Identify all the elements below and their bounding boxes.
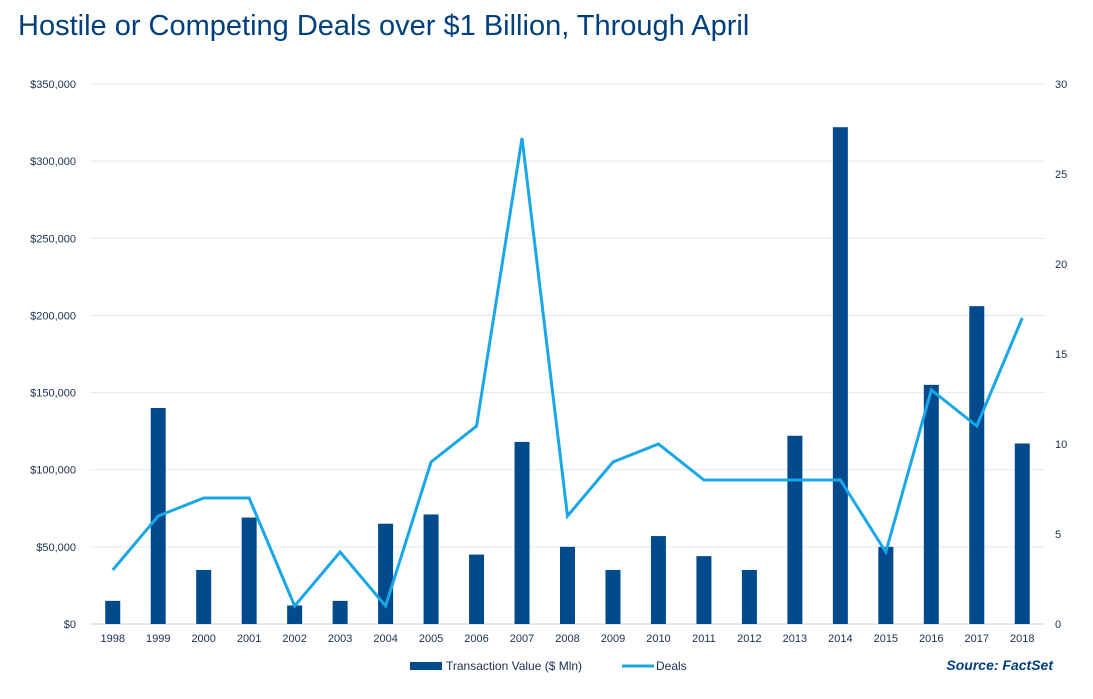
y2-tick-label: 10 xyxy=(1055,439,1067,451)
y2-tick-label: 20 xyxy=(1055,259,1067,271)
y2-tick-label: 30 xyxy=(1055,79,1067,91)
bar xyxy=(378,523,394,624)
bar xyxy=(241,517,257,624)
legend-label-bar: Transaction Value ($ Mln) xyxy=(446,659,582,673)
deals-line xyxy=(111,137,1024,610)
legend-swatch-bar xyxy=(410,662,442,670)
bar xyxy=(650,536,666,624)
y-tick-label: $250,000 xyxy=(30,233,76,245)
bar xyxy=(514,441,530,624)
y2-tick-label: 25 xyxy=(1055,169,1067,181)
x-tick-label: 2000 xyxy=(191,633,215,645)
bar xyxy=(741,570,757,624)
y-tick-label: $350,000 xyxy=(30,79,76,91)
x-tick-label: 2003 xyxy=(328,633,352,645)
bar xyxy=(605,570,621,624)
x-tick-label: 2013 xyxy=(783,633,807,645)
right-axis: 0 5 10 15 20 25 30 xyxy=(1055,79,1067,631)
x-tick-label: 2008 xyxy=(555,633,579,645)
bar xyxy=(332,600,348,624)
y-tick-label: $300,000 xyxy=(30,156,76,168)
x-tick-label: 1998 xyxy=(100,633,124,645)
bar xyxy=(423,514,439,624)
y-tick-label: $100,000 xyxy=(30,465,76,477)
y-tick-label: $0 xyxy=(64,619,76,631)
bar xyxy=(105,600,121,624)
x-tick-label: 2002 xyxy=(282,633,306,645)
bar xyxy=(787,435,803,624)
x-tick-label: 2017 xyxy=(965,633,989,645)
x-tick-label: 2018 xyxy=(1010,633,1034,645)
x-tick-label: 2012 xyxy=(737,633,761,645)
x-tick-label: 2001 xyxy=(237,633,261,645)
x-tick-label: 2015 xyxy=(874,633,898,645)
x-tick-label: 2016 xyxy=(919,633,943,645)
left-axis: $0 $50,000 $100,000 $150,000 $200,000 $250,00… xyxy=(30,79,76,631)
bar xyxy=(696,556,712,624)
bar xyxy=(832,127,848,624)
bar xyxy=(560,546,575,624)
x-tick-label: 2006 xyxy=(464,633,488,645)
y-tick-label: $150,000 xyxy=(30,388,76,400)
x-tick-label: 2004 xyxy=(373,633,397,645)
bar xyxy=(923,384,939,624)
y2-tick-label: 0 xyxy=(1055,619,1061,631)
bar xyxy=(287,605,303,624)
bar xyxy=(878,546,894,624)
chart-title: Hostile or Competing Deals over $1 Billi… xyxy=(18,10,750,42)
gridlines xyxy=(90,83,1045,625)
bar xyxy=(469,554,485,624)
x-tick-label: 2009 xyxy=(601,633,625,645)
bar xyxy=(196,570,212,624)
y2-tick-label: 5 xyxy=(1055,529,1061,541)
x-tick-label: 2011 xyxy=(692,633,716,645)
bar xyxy=(969,306,985,624)
x-axis: 1998 1999 2000 2001 2002 2003 2004 2005 2006 2007… xyxy=(100,633,1034,645)
y2-tick-label: 15 xyxy=(1055,349,1067,361)
legend-label-line: Deals xyxy=(656,659,687,673)
x-tick-label: 2005 xyxy=(419,633,443,645)
source-note: Source: FactSet xyxy=(946,657,1053,673)
y-tick-label: $200,000 xyxy=(30,310,76,322)
bars xyxy=(105,127,1030,624)
x-tick-label: 2014 xyxy=(828,633,852,645)
y-tick-label: $50,000 xyxy=(36,542,76,554)
bar xyxy=(1014,443,1030,624)
deals-line-layer xyxy=(111,137,1024,610)
x-tick-label: 1999 xyxy=(146,633,170,645)
x-tick-label: 2010 xyxy=(646,633,670,645)
x-tick-label: 2007 xyxy=(510,633,534,645)
legend: Transaction Value ($ Mln) Deals xyxy=(410,659,687,673)
